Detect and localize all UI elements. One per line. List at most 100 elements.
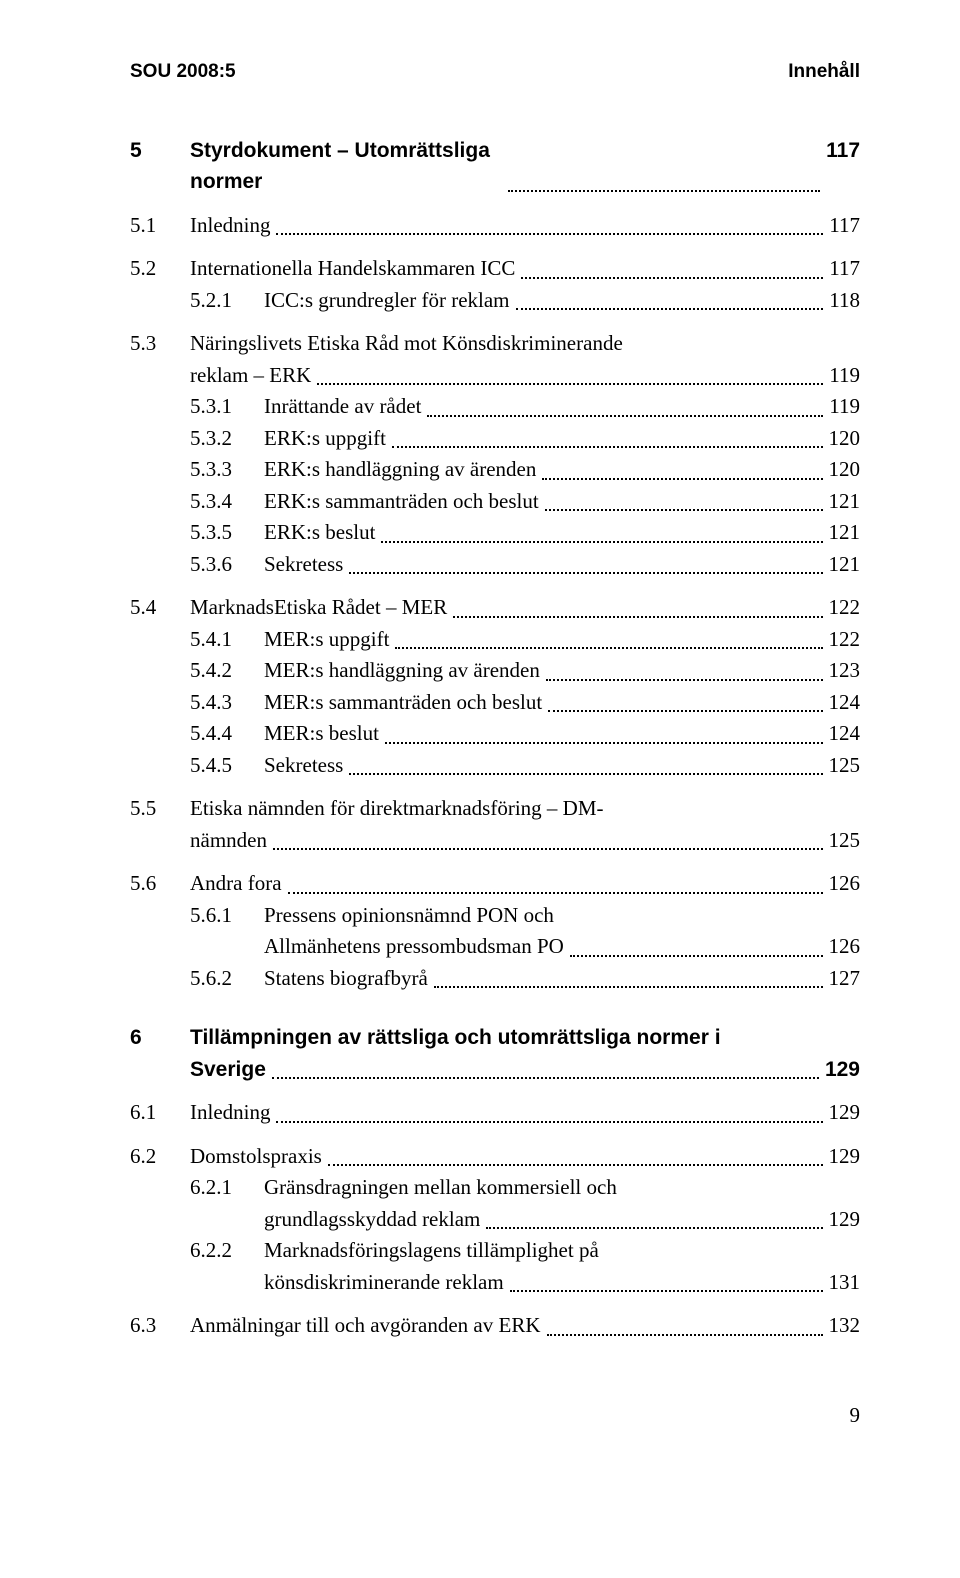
toc-leader	[317, 383, 823, 385]
toc-entry-label: Sekretess	[264, 750, 343, 782]
toc-entry-page: 119	[829, 391, 860, 423]
toc-entry-number: 5.3.5	[190, 517, 264, 549]
header-left: SOU 2008:5	[130, 58, 236, 87]
toc-entry-label-line1: Pressens opinionsnämnd PON och	[264, 900, 860, 932]
toc-subsection-5-4-1: 5.4.1 MER:s uppgift 122	[130, 624, 860, 656]
toc-entry-page: 126	[829, 931, 861, 963]
toc-leader	[392, 446, 823, 448]
toc-leader	[395, 647, 822, 649]
toc-entry-number: 5.4.4	[190, 718, 264, 750]
toc-entry-page: 121	[829, 517, 861, 549]
toc-entry-label: MER:s uppgift	[264, 624, 389, 656]
toc-leader	[273, 848, 823, 850]
toc-entry-label: Inrättande av rådet	[264, 391, 421, 423]
toc-subsection-5-4-2: 5.4.2 MER:s handläggning av ärenden 123	[130, 655, 860, 687]
toc-leader	[516, 308, 824, 310]
toc-entry-page: 129	[829, 1141, 861, 1173]
toc-leader	[349, 572, 822, 574]
page-number: 9	[850, 1403, 861, 1427]
toc-entry-label-line1: Gränsdragningen mellan kommersiell och	[264, 1172, 860, 1204]
toc-chapter-6: 6 Tillämpningen av rättsliga och utomrät…	[130, 1022, 860, 1085]
toc-entry-label: Inledning	[190, 1097, 270, 1129]
toc-entry-page: 132	[829, 1310, 861, 1342]
toc-entry-number: 5.4.2	[190, 655, 264, 687]
page-header: SOU 2008:5 Innehåll	[130, 58, 860, 87]
toc-entry-page: 122	[829, 624, 861, 656]
toc-subsection-5-3-5: 5.3.5 ERK:s beslut 121	[130, 517, 860, 549]
toc-section-5-2: 5.2 Internationella Handelskammaren ICC …	[130, 253, 860, 285]
toc-subsection-5-3-4: 5.3.4 ERK:s sammanträden och beslut 121	[130, 486, 860, 518]
toc-entry-label: MER:s sammanträden och beslut	[264, 687, 542, 719]
toc-entry-page: 129	[825, 1054, 860, 1086]
toc-chapter-5: 5 Styrdokument – Utomrättsliga normer 11…	[130, 135, 860, 198]
toc-entry-page: 124	[829, 687, 861, 719]
toc-entry-page: 122	[829, 592, 861, 624]
toc-entry-label-line2: nämnden	[190, 825, 267, 857]
toc-subsection-5-3-6: 5.3.6 Sekretess 121	[130, 549, 860, 581]
toc-entry-number: 6.1	[130, 1097, 190, 1129]
toc-entry-label-line1: Marknadsföringslagens tillämplighet på	[264, 1235, 860, 1267]
toc-entry-number: 5.3.1	[190, 391, 264, 423]
toc-entry-number: 5.3.6	[190, 549, 264, 581]
toc-leader	[272, 1077, 819, 1079]
toc-leader	[276, 233, 823, 235]
toc-subsection-6-2-2: 6.2.2 Marknadsföringslagens tillämplighe…	[130, 1235, 860, 1298]
toc-entry-label-line2: Allmänhetens pressombudsman PO	[264, 931, 564, 963]
toc-leader	[546, 679, 823, 681]
toc-leader	[548, 710, 822, 712]
toc-entry-page: 117	[829, 253, 860, 285]
toc-section-6-1: 6.1 Inledning 129	[130, 1097, 860, 1129]
toc-entry-page: 129	[829, 1097, 861, 1129]
toc-entry-number: 5.4.5	[190, 750, 264, 782]
toc-section-5-6: 5.6 Andra fora 126	[130, 868, 860, 900]
toc-leader	[570, 955, 823, 957]
page-footer: 9	[130, 1400, 860, 1432]
toc-subsection-6-2-1: 6.2.1 Gränsdragningen mellan kommersiell…	[130, 1172, 860, 1235]
toc-leader	[276, 1121, 822, 1123]
toc-entry-number: 5.3.2	[190, 423, 264, 455]
toc-entry-page: 123	[829, 655, 861, 687]
toc-entry-label-line2: Sverige	[190, 1054, 266, 1086]
toc-section-5-3: 5.3 Näringslivets Etiska Råd mot Könsdis…	[130, 328, 860, 391]
toc-entry-number: 5.3.3	[190, 454, 264, 486]
toc-entry-number: 5.3	[130, 328, 190, 391]
toc-entry-page: 121	[829, 549, 861, 581]
toc-entry-label: Anmälningar till och avgöranden av ERK	[190, 1310, 541, 1342]
toc-entry-number: 5.4.3	[190, 687, 264, 719]
toc-entry-label: ERK:s sammanträden och beslut	[264, 486, 539, 518]
toc-entry-number: 5.3.4	[190, 486, 264, 518]
toc-entry-page: 117	[826, 135, 860, 198]
toc-leader	[434, 986, 823, 988]
toc-leader	[288, 892, 823, 894]
toc-leader	[547, 1334, 823, 1336]
toc-entry-label-line1: Näringslivets Etiska Råd mot Könsdiskrim…	[190, 328, 860, 360]
toc-entry-number: 6	[130, 1022, 190, 1085]
toc-leader	[427, 415, 823, 417]
toc-section-6-2: 6.2 Domstolspraxis 129	[130, 1141, 860, 1173]
toc-entry-label-line2: reklam – ERK	[190, 360, 311, 392]
toc-entry-label: Domstolspraxis	[190, 1141, 322, 1173]
toc-entry-label: Styrdokument – Utomrättsliga normer	[190, 135, 502, 198]
toc-leader	[542, 478, 822, 480]
toc-leader	[510, 1290, 823, 1292]
toc-subsection-5-4-4: 5.4.4 MER:s beslut 124	[130, 718, 860, 750]
toc-leader	[453, 616, 822, 618]
toc-entry-number: 5.6.2	[190, 963, 264, 995]
toc-section-5-4: 5.4 MarknadsEtiska Rådet – MER 122	[130, 592, 860, 624]
toc-entry-number: 6.2.1	[190, 1172, 264, 1235]
toc-section-5-5: 5.5 Etiska nämnden för direktmarknadsför…	[130, 793, 860, 856]
toc-subsection-5-2-1: 5.2.1 ICC:s grundregler för reklam 118	[130, 285, 860, 317]
toc-entry-page: 119	[829, 360, 860, 392]
toc-entry-page: 118	[829, 285, 860, 317]
toc-entry-number: 5.1	[130, 210, 190, 242]
toc-entry-label: ICC:s grundregler för reklam	[264, 285, 510, 317]
toc-entry-label-line1: Tillämpningen av rättsliga och utomrätts…	[190, 1022, 860, 1054]
toc-entry-number: 5.6.1	[190, 900, 264, 963]
toc-entry-label: Inledning	[190, 210, 270, 242]
toc-leader	[381, 541, 822, 543]
toc-entry-label: MarknadsEtiska Rådet – MER	[190, 592, 447, 624]
toc-entry-number: 5.2.1	[190, 285, 264, 317]
toc-subsection-5-6-1: 5.6.1 Pressens opinionsnämnd PON och All…	[130, 900, 860, 963]
header-right: Innehåll	[788, 58, 860, 87]
toc-entry-page: 120	[829, 423, 861, 455]
